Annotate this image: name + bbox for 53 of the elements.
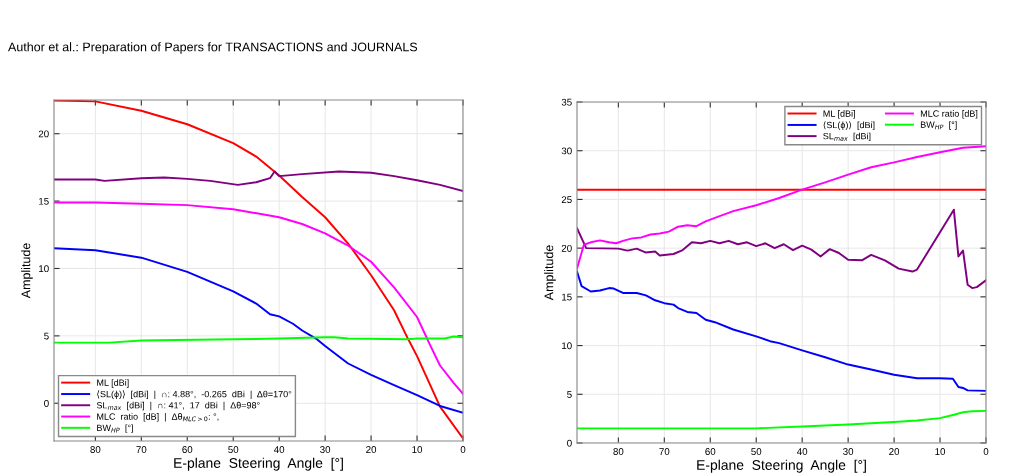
x-tick-label: 50 <box>751 448 762 455</box>
legend-label: BW$_{HP}$ [°] <box>97 424 133 433</box>
legend-label: ML [dBi] <box>97 379 129 388</box>
y-tick-label: 15 <box>39 197 49 205</box>
legend-label: BW$_{HP}$ [°] <box>920 121 957 130</box>
y-tick-label: 0 <box>44 399 49 407</box>
y-tick-label: 15 <box>562 293 572 301</box>
line-series <box>54 335 463 344</box>
x-tick-label: 50 <box>228 446 239 453</box>
line-series <box>54 247 463 414</box>
text: Author et al.: Preparation of Papers for TRANSACTIONS and JOURNALS <box>8 42 418 54</box>
x-tick-label: 30 <box>843 448 854 455</box>
y-tick-label: 5 <box>44 332 49 340</box>
x-tick-label: 70 <box>136 446 147 453</box>
x-tick-label: 80 <box>90 446 101 453</box>
x-tick-label: 0 <box>460 446 466 453</box>
line-series <box>577 409 986 430</box>
line-series <box>54 170 463 192</box>
y-tick-label: 20 <box>561 244 572 252</box>
y-tick-label: 25 <box>561 196 572 204</box>
legend-label: SL$_{max}$ [dBi] | ∩: 41°, 17 dBi | Δθ=98° <box>96 401 260 411</box>
line-series <box>577 270 986 392</box>
x-tick-label: 80 <box>613 448 624 455</box>
line-series <box>577 145 986 270</box>
x-tick-label: 30 <box>320 446 331 453</box>
x-tick-label: 60 <box>705 448 716 455</box>
y-tick-label: 35 <box>561 98 572 106</box>
legend-label: MLC ratio [dB] | Δθ$_{MLC>0}$: °, <box>97 413 219 422</box>
x-tick-label: 10 <box>935 448 946 455</box>
x-tick-label: 0 <box>983 448 989 455</box>
legend-label: SL$_{max}$ [dBi] <box>823 132 871 142</box>
y-axis-title: Amplitude <box>21 243 33 299</box>
x-tick-label: 20 <box>889 448 900 455</box>
y-tick-label: 30 <box>561 147 572 155</box>
y-tick-label: 10 <box>39 265 49 273</box>
x-tick-label: 10 <box>412 446 423 453</box>
legend-label: ⟨SL(ϕ)⟩ [dBi] | ∩: 4.88°, -0.265 dBi | Δθ=170° <box>97 390 292 400</box>
y-tick-label: 20 <box>38 130 49 138</box>
x-tick-label: 70 <box>659 448 670 455</box>
y-axis-title: Amplitude <box>544 245 556 301</box>
legend-label: ML [dBi] <box>823 110 855 119</box>
legend-label: ⟨SL(ϕ)⟩ [dBi] <box>823 121 875 130</box>
x-tick-label: 40 <box>797 448 808 455</box>
y-tick-label: 5 <box>567 391 572 398</box>
y-tick-label: 0 <box>567 439 572 447</box>
x-tick-label: 20 <box>366 446 377 453</box>
x-axis-title: E-plane Steering Angle [°] <box>174 457 343 471</box>
x-tick-label: 60 <box>182 446 193 453</box>
x-axis-title: E-plane Steering Angle [°] <box>697 459 866 473</box>
x-tick-label: 40 <box>274 446 285 453</box>
y-tick-label: 10 <box>562 342 572 350</box>
legend-label: MLC ratio [dB] <box>920 110 978 119</box>
line-series <box>577 208 986 290</box>
